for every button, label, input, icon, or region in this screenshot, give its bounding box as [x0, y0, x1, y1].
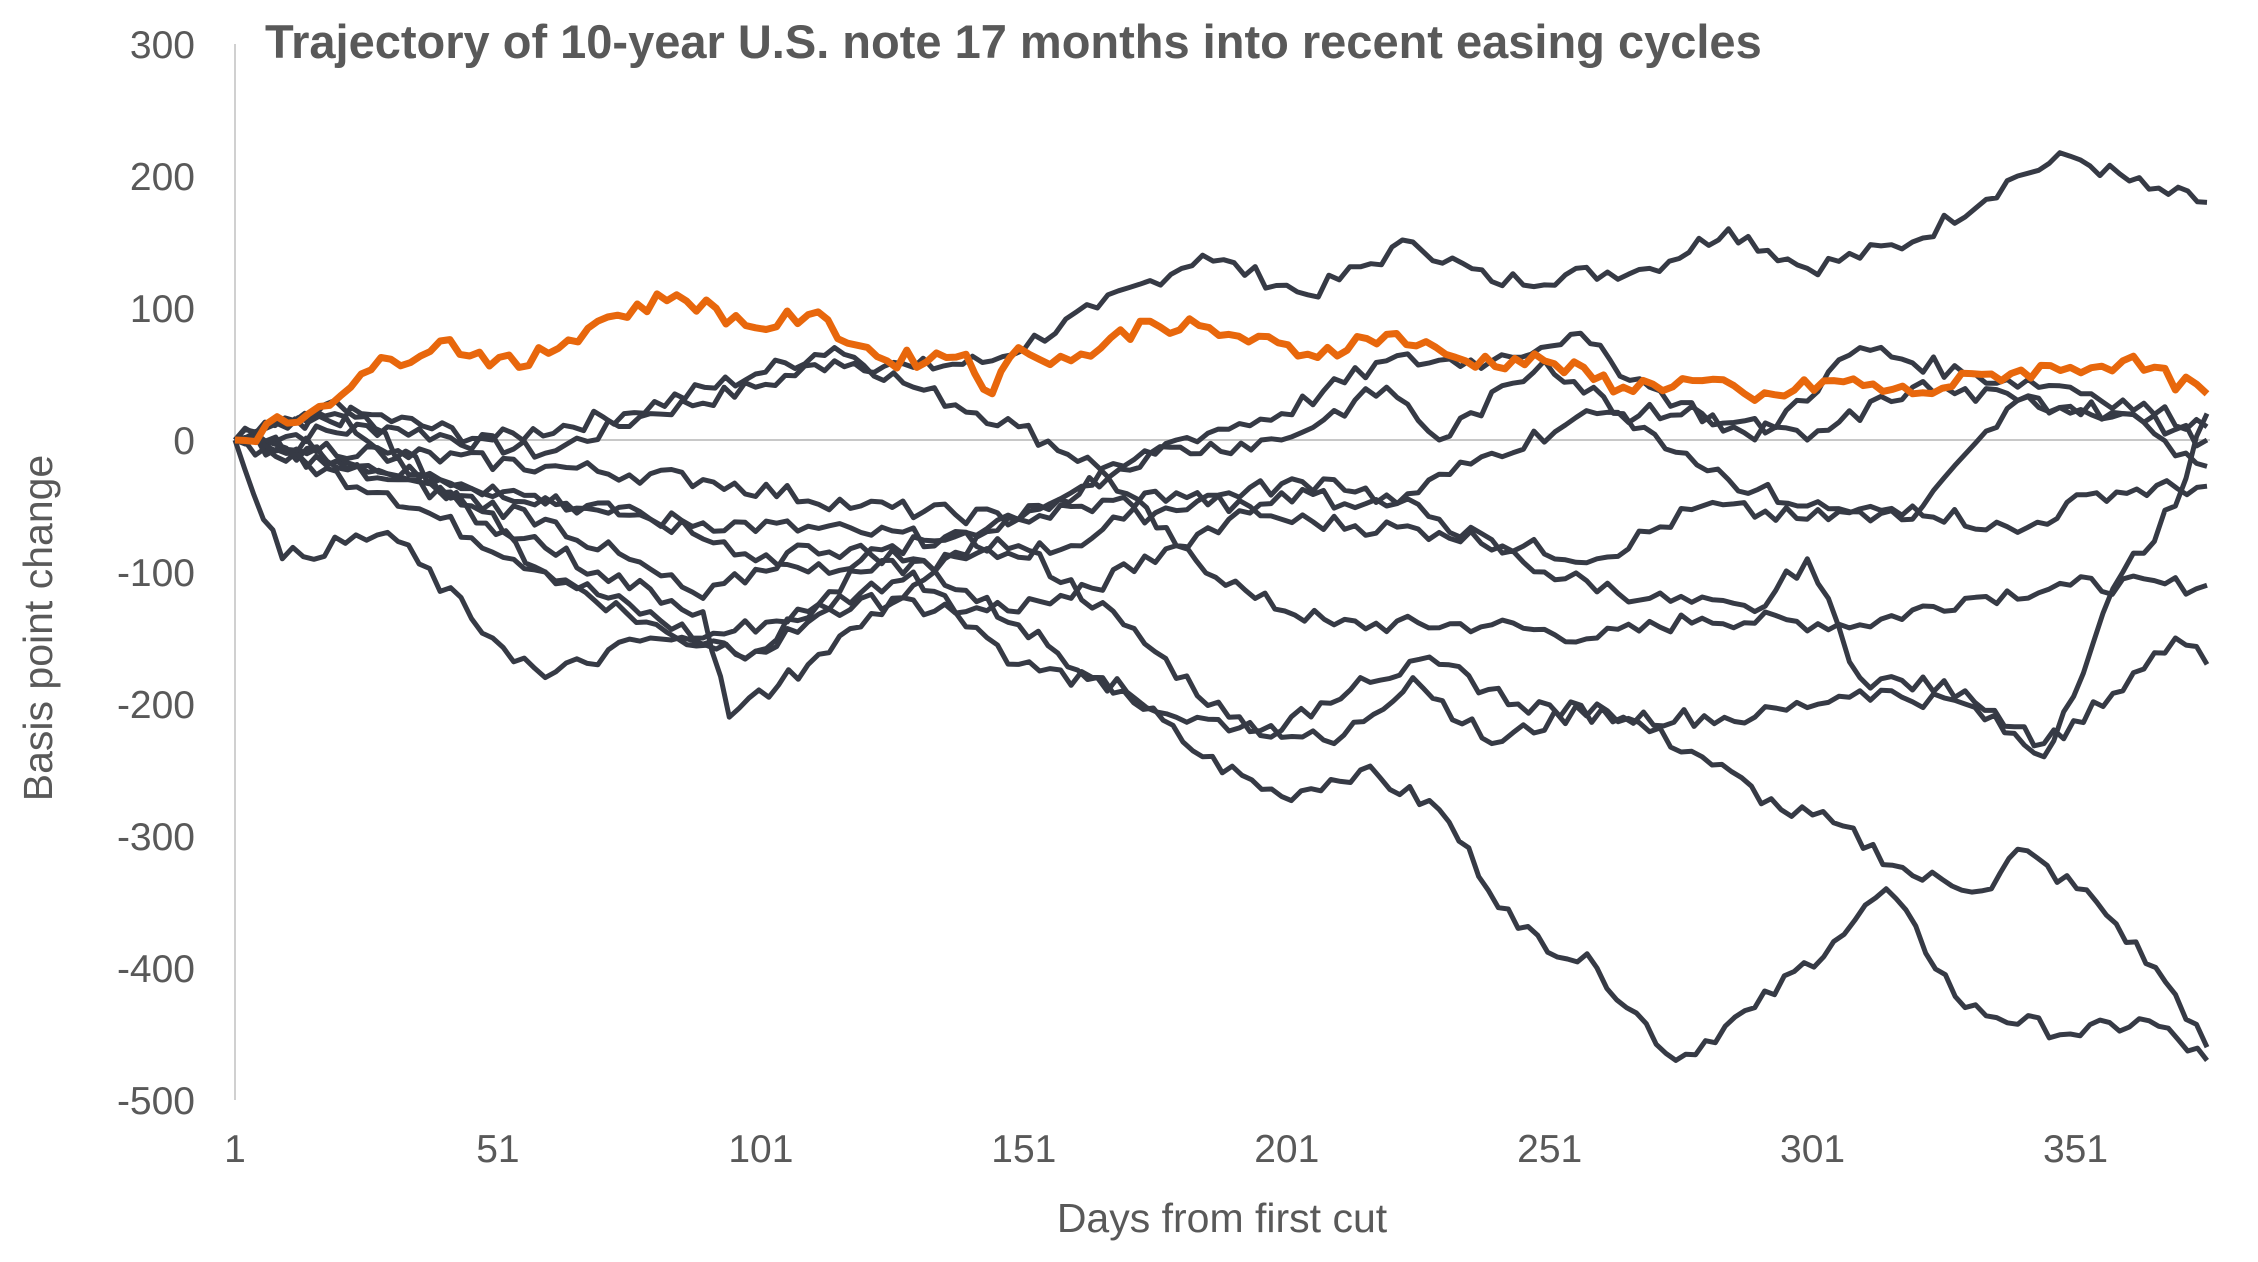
y-tick-label: -500: [117, 1080, 195, 1123]
series-line-cycle-j: [233, 358, 2208, 720]
series-line-cycle-d: [234, 434, 2210, 1049]
y-tick-label: -400: [117, 948, 195, 991]
x-tick-label: 301: [1780, 1128, 1845, 1171]
x-tick-label: 351: [2043, 1128, 2108, 1171]
y-tick-label: -300: [117, 816, 195, 859]
series-line-cycle-f: [234, 430, 2208, 566]
y-axis-label: Basis point change: [15, 455, 61, 801]
y-tick-label: 300: [130, 24, 195, 67]
series-line-current-cycle: [234, 290, 2210, 446]
series-line-cycle-h: [234, 330, 2209, 576]
x-tick-label: 51: [476, 1128, 519, 1171]
x-tick-label: 151: [991, 1128, 1056, 1171]
x-tick-label: 101: [728, 1128, 793, 1171]
y-tick-label: 0: [173, 420, 195, 463]
y-tick-label: 100: [130, 288, 195, 331]
series-line-cycle-i: [232, 379, 2209, 681]
x-tick-label: 251: [1517, 1128, 1582, 1171]
x-tick-label: 201: [1254, 1128, 1319, 1171]
series-line-cycle-e: [233, 397, 2210, 749]
series-line-cycle-b: [234, 345, 2208, 645]
y-tick-label: -100: [117, 552, 195, 595]
series-line-cycle-a: [234, 150, 2208, 460]
x-tick-label: 1: [224, 1128, 246, 1171]
y-tick-label: -200: [117, 684, 195, 727]
series-line-cycle-g: [234, 412, 2210, 760]
x-axis-label: Days from first cut: [1057, 1195, 1388, 1241]
chart-title: Trajectory of 10-year U.S. note 17 month…: [265, 15, 1762, 68]
y-tick-label: 200: [130, 156, 195, 199]
